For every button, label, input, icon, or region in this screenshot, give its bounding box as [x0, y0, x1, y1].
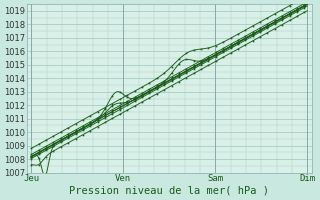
X-axis label: Pression niveau de la mer( hPa ): Pression niveau de la mer( hPa ) — [69, 186, 269, 196]
